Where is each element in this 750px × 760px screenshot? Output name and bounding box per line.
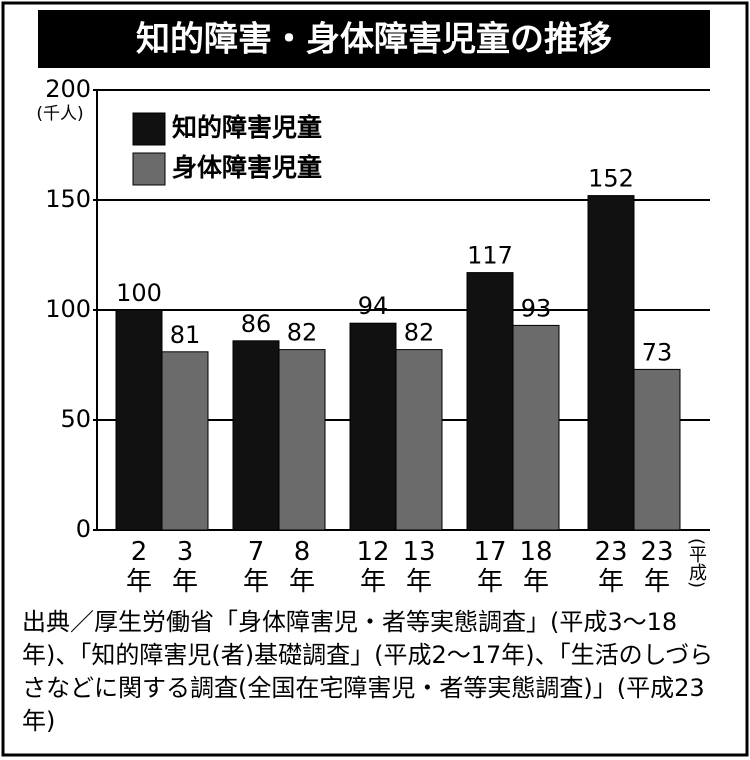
- value-label: 93: [521, 294, 552, 322]
- legend-swatch: [132, 112, 166, 146]
- value-label: 82: [287, 319, 318, 347]
- y-unit: (千人): [36, 104, 83, 124]
- bar: [161, 351, 209, 531]
- value-label: 94: [358, 292, 389, 320]
- x-tick-label: 8年: [288, 537, 315, 597]
- y-tick-label: 100: [45, 295, 91, 323]
- y-tick-label: 50: [60, 405, 91, 433]
- value-label: 81: [170, 321, 201, 349]
- bar: [466, 272, 514, 531]
- x-tick-label: 2年: [125, 537, 152, 597]
- value-label: 117: [467, 242, 513, 270]
- chart-title: 知的障害・身体障害児童の推移: [136, 20, 612, 60]
- bar: [115, 309, 163, 531]
- x-tick-label: 17年: [473, 537, 507, 597]
- bar: [278, 349, 326, 531]
- bar: [587, 195, 635, 531]
- value-label: 82: [404, 319, 435, 347]
- x-tick-label: 18年: [519, 537, 553, 597]
- x-tick-label: 7年: [242, 537, 269, 597]
- x-axis-note: (平成): [686, 538, 707, 589]
- x-tick-label: 12年: [356, 537, 390, 597]
- legend-label: 知的障害児童: [172, 113, 322, 142]
- bar: [633, 368, 681, 531]
- value-label: 73: [642, 338, 673, 366]
- value-label: 100: [116, 279, 162, 307]
- value-label: 152: [588, 165, 634, 193]
- bar: [349, 322, 397, 531]
- bar: [232, 340, 280, 531]
- bar: [395, 349, 443, 531]
- x-tick-label: 13年: [402, 537, 436, 597]
- bar: [512, 324, 560, 531]
- y-tick-label: 0: [76, 515, 91, 543]
- value-label: 86: [241, 310, 272, 338]
- legend-label: 身体障害児童: [172, 153, 322, 182]
- x-tick-label: 23年: [594, 537, 628, 597]
- legend-swatch: [132, 152, 166, 186]
- source-note: 出典／厚生労働省「身体障害児・者等実態調査」(平成3～18年)、「知的障害児(者…: [22, 608, 714, 735]
- title-bar: [38, 10, 710, 68]
- y-tick-label: 150: [45, 185, 91, 213]
- y-tick-label: 200: [45, 75, 91, 103]
- x-tick-label: 23年: [640, 537, 674, 597]
- x-tick-label: 3年: [171, 537, 198, 597]
